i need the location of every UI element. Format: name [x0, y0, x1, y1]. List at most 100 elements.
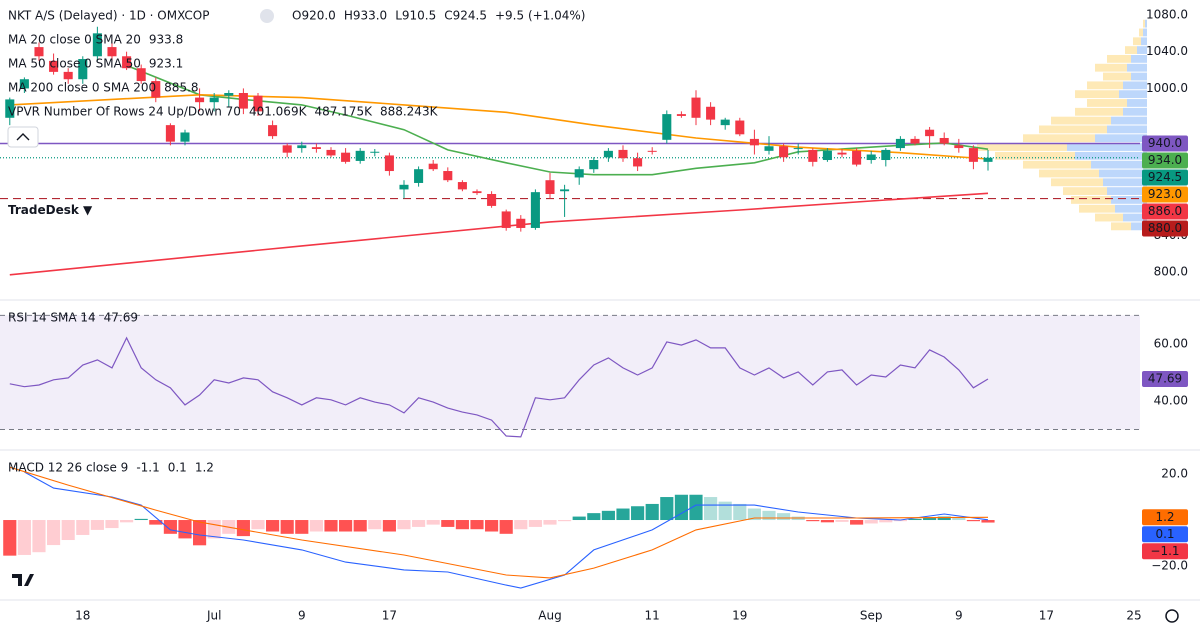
ohlc-value: L910.5 — [395, 9, 436, 23]
candle-body — [662, 114, 672, 140]
ohlc-value: C924.5 — [444, 9, 487, 23]
macd-label-box — [1142, 509, 1188, 526]
rsi-label-box — [1142, 371, 1188, 388]
profile-down — [1111, 222, 1131, 231]
profile-down — [1139, 28, 1143, 37]
profile-down — [1051, 178, 1103, 187]
profile-up — [1131, 222, 1147, 231]
macd-line — [9, 466, 989, 579]
profile-down — [1079, 204, 1115, 213]
rsi-label: 47.69 — [1148, 372, 1182, 386]
macd-hist-bar — [937, 516, 951, 521]
candle-body — [852, 150, 862, 165]
candle-body — [589, 160, 599, 170]
candle-body — [297, 145, 307, 149]
profile-down — [977, 143, 1067, 151]
pane-title: RSI 14 SMA 14 — [8, 311, 96, 325]
macd-hist-bar — [163, 520, 177, 534]
candle-body — [720, 119, 730, 126]
price-label: 923.0 — [1148, 187, 1182, 201]
x-tick-label: 18 — [75, 609, 90, 623]
macd-hist-bar — [499, 520, 513, 534]
candle-body — [764, 146, 774, 151]
macd-hist-bar — [704, 497, 718, 521]
macd-hist-bar — [645, 503, 659, 521]
candle-body — [19, 79, 29, 89]
profile-down — [1071, 196, 1111, 204]
legend-name: MA 200 close 0 SMA 200 — [8, 81, 156, 95]
macd-hist-bar — [236, 520, 250, 537]
macd-hist-bar — [193, 520, 207, 546]
ohlc-value: H933.0 — [344, 9, 387, 23]
macd-hist-bar — [864, 520, 878, 524]
candle-body — [209, 97, 219, 103]
macd-hist-bar — [543, 520, 557, 525]
macd-hist-bar — [966, 520, 980, 522]
candle-body — [574, 169, 584, 178]
profile-up — [1131, 72, 1147, 81]
macd-hist-bar — [397, 520, 411, 530]
profile-down — [1087, 99, 1127, 107]
macd-hist-bar — [470, 520, 484, 530]
macd-label: −1.1 — [1150, 544, 1179, 558]
macd-hist-bar — [339, 520, 353, 532]
macd-hist-bar — [718, 501, 732, 521]
macd-hist-bar — [660, 497, 674, 521]
macd-hist-bar — [981, 520, 995, 523]
macd-hist-bar — [149, 520, 163, 525]
profile-up — [1119, 90, 1147, 99]
candle-body — [603, 150, 613, 158]
candle-body — [647, 150, 657, 152]
profile-up — [1111, 196, 1147, 204]
macd-hist-bar — [251, 520, 265, 530]
candle-body — [808, 149, 818, 162]
candle-body — [78, 59, 88, 80]
candle-body — [676, 114, 686, 116]
macd-hist-bar — [426, 520, 440, 525]
candle-body — [472, 191, 482, 194]
macd-label-box — [1142, 543, 1188, 560]
candle-body — [779, 146, 789, 158]
macd-hist-bar — [90, 520, 104, 530]
profile-up — [1067, 143, 1147, 151]
candle-body — [516, 218, 526, 228]
profile-up — [1111, 116, 1147, 125]
macd-hist-bar — [412, 520, 426, 527]
profile-up — [1107, 187, 1147, 196]
candle-body — [501, 211, 511, 228]
profile-up — [1091, 160, 1147, 169]
candle-body — [706, 106, 716, 120]
candle-body — [180, 132, 190, 142]
macd-hist-bar — [835, 520, 849, 522]
profile-down — [1133, 37, 1141, 46]
macd-hist-bar — [76, 520, 90, 535]
eye-button[interactable] — [260, 9, 274, 23]
candle-body — [341, 152, 351, 162]
candle-body — [414, 169, 424, 183]
candle-body — [881, 149, 891, 161]
macd-hist-bar — [806, 520, 820, 522]
candle-body — [793, 148, 803, 150]
macd-hist-bar — [47, 520, 61, 546]
collapse-button[interactable] — [7, 126, 39, 148]
ohlc-value: +9.5 (+1.04%) — [495, 9, 586, 23]
macd-hist-bar — [674, 494, 688, 521]
x-tick-label: Jul — [206, 609, 221, 623]
candle-body — [253, 95, 263, 112]
legend-value: 401.069K — [249, 105, 308, 119]
chart-title: NKT A/S (Delayed) · 1D · OMXCOP — [8, 9, 210, 23]
x-tick-label: 19 — [732, 609, 747, 623]
macd-hist-bar — [105, 520, 119, 529]
settings-button[interactable] — [1165, 609, 1179, 623]
macd-hist-bar — [733, 503, 747, 521]
x-tick-label: 9 — [955, 609, 963, 623]
profile-down — [1075, 107, 1123, 116]
candle-body — [151, 81, 161, 98]
profile-down — [1125, 46, 1137, 54]
candle-body — [63, 71, 73, 80]
macd-hist-bar — [879, 520, 893, 523]
macd-hist-bar — [441, 520, 455, 527]
macd-hist-bar — [32, 520, 46, 553]
y-tick-label: 60.00 — [1154, 336, 1188, 350]
candle-body — [530, 192, 540, 228]
